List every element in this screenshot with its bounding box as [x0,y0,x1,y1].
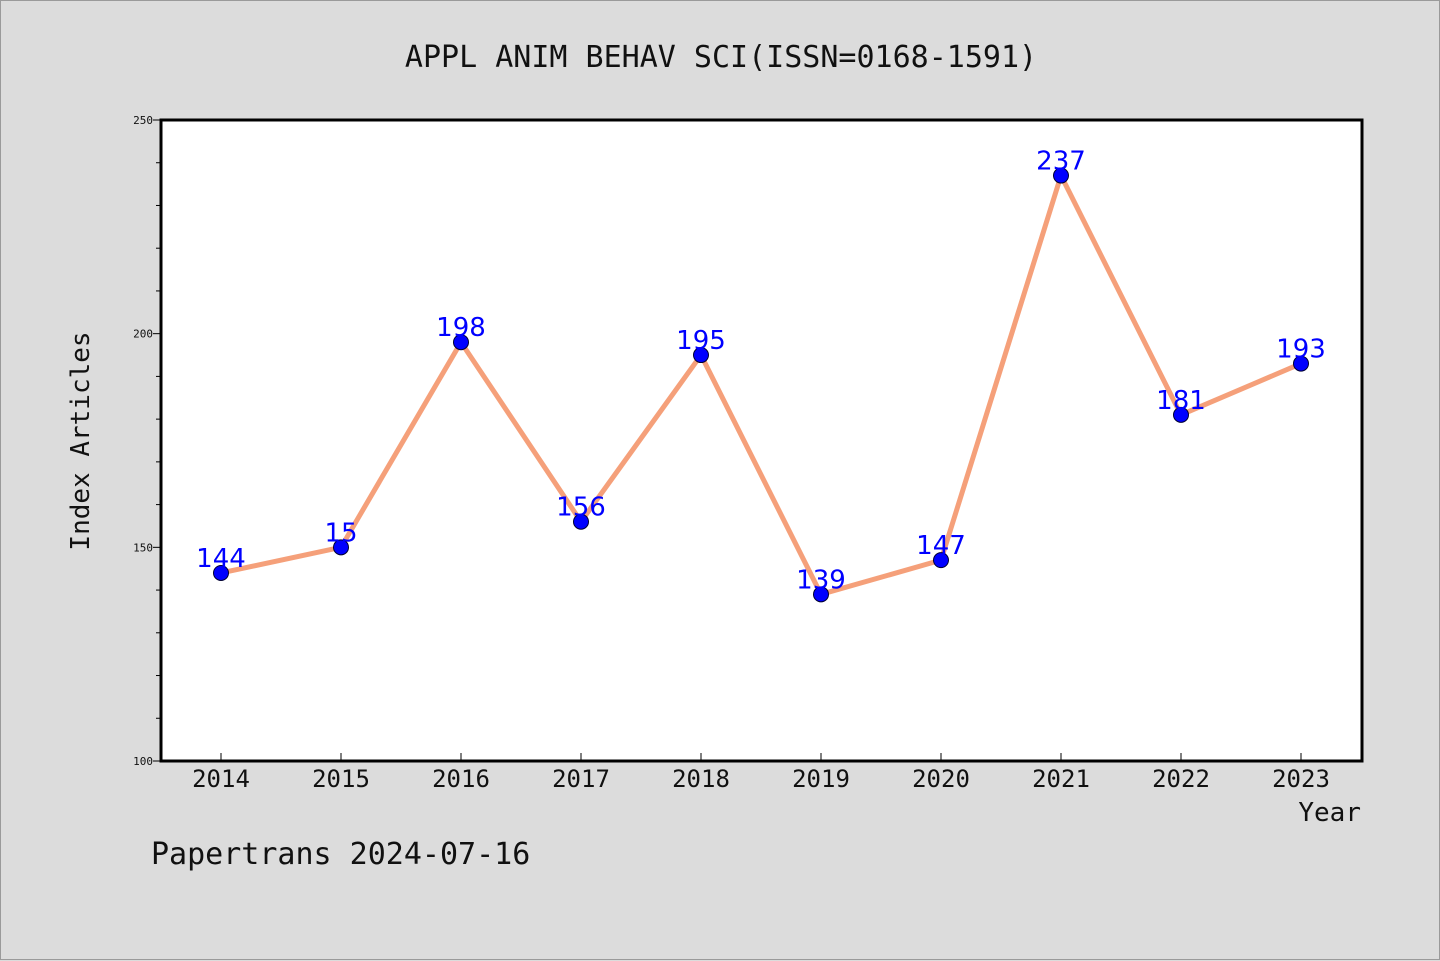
series-group: 144 15 198 156 195 139 147 237 181 193 [196,147,1326,603]
x-tick-label: 2020 [912,765,970,793]
data-label-2020: 147 [916,531,966,561]
data-point-2023 [1293,355,1309,372]
y-tick-label: 200 [133,328,153,341]
x-tick-label: 2019 [792,765,850,793]
y-tick-label: 150 [133,541,153,554]
y-tick-label: 100 [133,755,153,768]
series-line [218,173,1304,597]
data-point-2014 [213,564,229,581]
data-label-2017: 156 [556,493,606,523]
x-tick-label: 2021 [1032,765,1090,793]
x-tick-label: 2016 [432,765,490,793]
data-label-2022: 181 [1156,386,1206,416]
x-tick-label: 2018 [672,765,730,793]
data-point-2020 [933,552,949,569]
data-point-2018 [693,347,709,364]
footer-credit: Papertrans 2024-07-16 [151,837,530,872]
x-tick-label: 2023 [1272,765,1330,793]
y-axis-label: Index Articles [66,331,96,550]
data-label-2015: 15 [324,518,357,548]
data-point-2015 [333,539,349,556]
data-point-2017 [573,513,589,530]
x-axis-ticks: 2014 2015 2016 2017 2018 2019 2020 2021 2022 2023 [192,753,1330,793]
data-label-2014: 144 [196,544,246,574]
data-point-2019 [813,586,829,603]
x-axis-label: Year [1298,798,1361,828]
data-label-2018: 195 [676,326,726,356]
chart-title: APPL ANIM BEHAV SCI(ISSN=0168-1591) [405,40,1037,75]
x-tick-label: 2022 [1152,765,1210,793]
y-axis-ticks: 100 150 200 250 [133,114,161,768]
y-tick-label: 250 [133,114,153,127]
data-label-2021: 237 [1036,147,1086,177]
data-point-2022 [1173,406,1189,423]
data-label-2016: 198 [436,313,486,343]
data-point-2021 [1053,167,1069,184]
x-tick-label: 2017 [552,765,610,793]
data-point-2016 [453,334,469,351]
x-tick-label: 2015 [312,765,370,793]
x-tick-label: 2014 [192,765,250,793]
data-label-2019: 139 [796,565,846,595]
plot-area [159,118,1364,763]
data-label-2023: 193 [1276,335,1326,365]
